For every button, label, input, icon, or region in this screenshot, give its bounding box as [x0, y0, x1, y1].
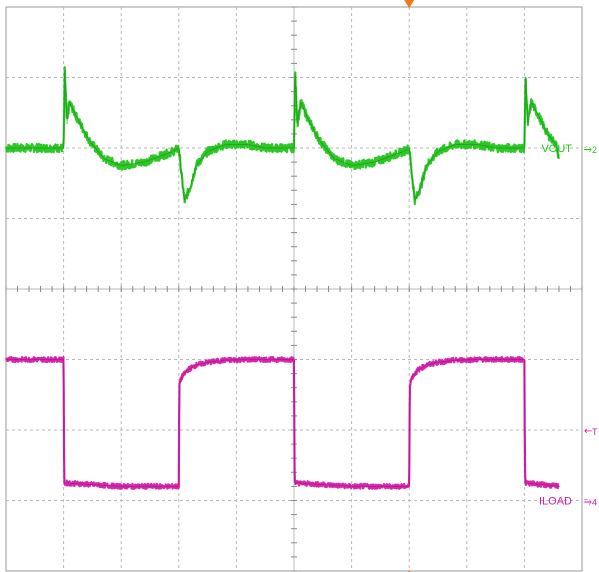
trace-iload-core	[6, 359, 560, 487]
trace-point	[183, 200, 186, 202]
trigger-level-icon: ←	[584, 426, 592, 437]
trace-point	[524, 76, 527, 79]
trace-point	[530, 101, 532, 103]
trace-point	[224, 359, 226, 361]
trace-point	[186, 369, 189, 371]
trace-point	[538, 115, 540, 117]
trace-point	[408, 147, 410, 149]
trace-point	[296, 122, 299, 124]
trace-point	[178, 147, 180, 149]
trace-point	[66, 122, 68, 124]
trace-point	[402, 485, 405, 487]
trace-point	[68, 101, 70, 103]
trace-point	[546, 133, 549, 135]
channel-ground-icon: ⭇	[584, 497, 592, 508]
trace-point	[351, 165, 353, 167]
trace-vout-core	[6, 70, 560, 202]
trace-point	[319, 140, 321, 142]
trace-point	[524, 482, 527, 484]
trace-vout	[5, 66, 560, 206]
trace-point	[411, 376, 413, 378]
trace-point	[224, 143, 226, 146]
trace-point	[5, 358, 7, 361]
trace-point	[207, 361, 209, 363]
channel-ground-icon: ⭇	[584, 144, 592, 155]
trace-point	[523, 147, 526, 149]
trace-point	[181, 376, 183, 378]
trace-point	[408, 485, 410, 487]
trace-point	[63, 358, 65, 361]
trace-iload	[5, 356, 560, 490]
trace-point	[181, 175, 183, 177]
channel-tag: 4	[592, 498, 597, 508]
trace-point	[195, 165, 197, 167]
channel-tag: 2	[592, 145, 597, 155]
trace-point	[270, 358, 272, 361]
trace-point	[247, 358, 249, 361]
trace-point	[207, 150, 209, 153]
trace-point	[495, 147, 497, 149]
trace-point	[293, 471, 296, 473]
trace-point	[477, 358, 479, 361]
trace-point	[294, 73, 296, 75]
trace-point	[64, 69, 66, 72]
trace-point	[454, 359, 456, 361]
trace-point	[417, 369, 419, 371]
trace-point	[103, 157, 105, 160]
trace-point	[425, 364, 428, 366]
trace-point	[189, 186, 191, 188]
trace-point	[264, 147, 266, 149]
trace-point	[500, 358, 502, 361]
channel-tag: T	[592, 427, 598, 437]
trace-point	[411, 175, 413, 177]
trace-point	[172, 485, 174, 487]
channel-label: VOUT	[541, 143, 572, 155]
channel-label: ILOAD	[539, 496, 572, 508]
trace-point	[88, 140, 91, 142]
trace-point	[555, 143, 557, 146]
trace-point	[63, 482, 65, 484]
trace-point	[63, 147, 65, 149]
traces	[5, 66, 560, 490]
trace-point	[300, 101, 302, 103]
trace-point	[247, 143, 249, 146]
trace-point	[437, 150, 439, 153]
trace-point	[294, 482, 296, 484]
trace-point	[527, 122, 529, 124]
trace-point	[425, 165, 428, 167]
trace-point	[293, 358, 295, 361]
trace-point	[120, 485, 122, 487]
trace-point	[477, 143, 479, 146]
trace-point	[172, 150, 174, 153]
trace-point	[558, 157, 560, 160]
trace-point	[333, 157, 335, 160]
trace-point	[5, 147, 7, 149]
trace-point	[437, 361, 439, 363]
trace-point	[143, 161, 145, 163]
trace-point	[351, 485, 353, 487]
trace-point	[293, 147, 295, 149]
trigger-position-top-icon	[404, 0, 415, 8]
trace-point	[77, 119, 79, 121]
trace-point	[178, 485, 180, 487]
trace-point	[307, 119, 309, 121]
trace-point	[409, 383, 411, 385]
trace-point	[420, 186, 422, 188]
trace-point	[402, 150, 405, 153]
trace-point	[374, 161, 376, 163]
trace-point	[558, 485, 560, 487]
trace-point	[454, 143, 456, 146]
trace-point	[195, 364, 197, 366]
trace-point	[524, 471, 526, 473]
trace-point	[414, 200, 416, 202]
trace-point	[523, 358, 526, 361]
trace-point	[178, 383, 180, 385]
trace-point	[120, 165, 122, 167]
